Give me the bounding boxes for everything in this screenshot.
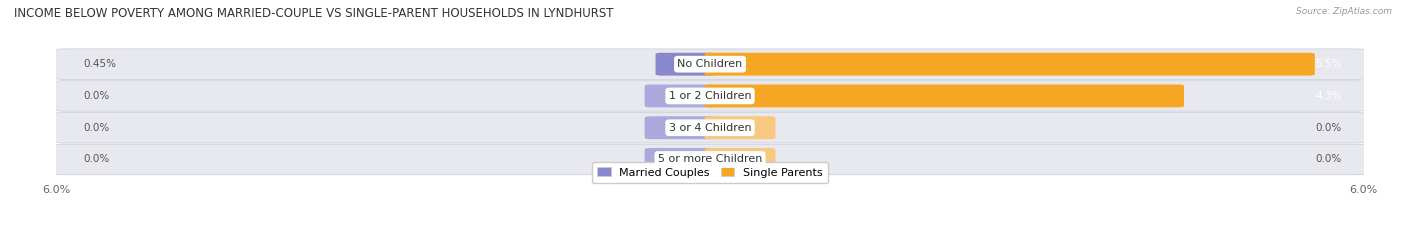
Text: 5.5%: 5.5%: [1316, 59, 1343, 69]
Text: 4.3%: 4.3%: [1316, 91, 1343, 101]
Text: No Children: No Children: [678, 59, 742, 69]
FancyBboxPatch shape: [704, 116, 776, 139]
FancyBboxPatch shape: [45, 113, 1375, 143]
Text: Source: ZipAtlas.com: Source: ZipAtlas.com: [1296, 7, 1392, 16]
Text: 0.0%: 0.0%: [83, 123, 110, 133]
FancyBboxPatch shape: [644, 116, 716, 139]
FancyBboxPatch shape: [45, 81, 1375, 111]
FancyBboxPatch shape: [655, 53, 716, 76]
Text: 0.0%: 0.0%: [83, 91, 110, 101]
Text: INCOME BELOW POVERTY AMONG MARRIED-COUPLE VS SINGLE-PARENT HOUSEHOLDS IN LYNDHUR: INCOME BELOW POVERTY AMONG MARRIED-COUPL…: [14, 7, 613, 20]
Text: 1 or 2 Children: 1 or 2 Children: [669, 91, 751, 101]
Text: 0.0%: 0.0%: [1316, 123, 1343, 133]
Legend: Married Couples, Single Parents: Married Couples, Single Parents: [592, 162, 828, 183]
FancyBboxPatch shape: [704, 85, 1184, 107]
FancyBboxPatch shape: [704, 53, 1315, 76]
Text: 0.0%: 0.0%: [83, 154, 110, 164]
Text: 0.0%: 0.0%: [1316, 154, 1343, 164]
FancyBboxPatch shape: [45, 144, 1375, 175]
Text: 5 or more Children: 5 or more Children: [658, 154, 762, 164]
FancyBboxPatch shape: [644, 148, 716, 171]
FancyBboxPatch shape: [45, 49, 1375, 79]
FancyBboxPatch shape: [644, 85, 716, 107]
Text: 0.45%: 0.45%: [83, 59, 117, 69]
FancyBboxPatch shape: [704, 148, 776, 171]
Text: 3 or 4 Children: 3 or 4 Children: [669, 123, 751, 133]
